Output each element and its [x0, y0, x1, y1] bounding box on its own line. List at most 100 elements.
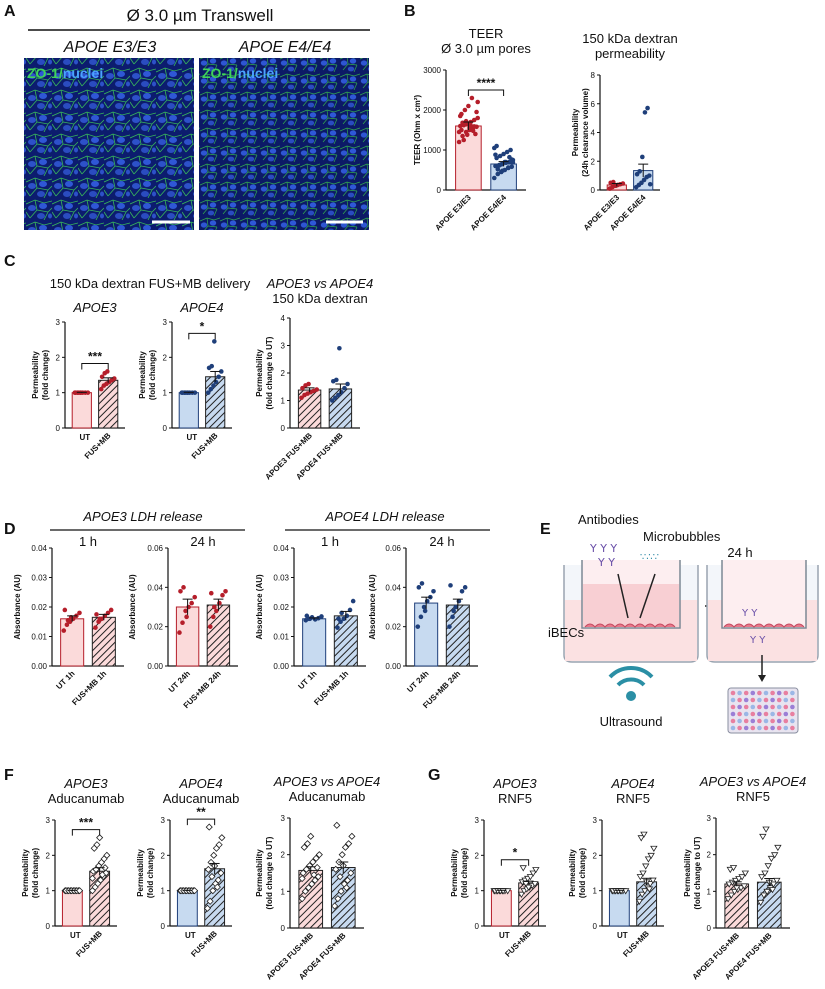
- plate-well: [770, 705, 775, 710]
- y-tick-label: 2: [281, 851, 286, 860]
- antibodies-label: Antibodies: [578, 512, 639, 527]
- data-point: [420, 581, 425, 586]
- data-point: [209, 364, 214, 369]
- data-point: [208, 624, 213, 629]
- significance-label: ****: [477, 76, 496, 90]
- chart-title: TEER: [469, 26, 504, 41]
- data-point: [760, 834, 766, 839]
- data-point: [61, 628, 66, 633]
- bar: [491, 891, 511, 926]
- data-point: [212, 339, 217, 344]
- plate-well: [737, 698, 742, 703]
- time-label: 24 h: [727, 545, 752, 560]
- panel-label-g: G: [428, 767, 440, 784]
- y-axis-label: Absorbance (AU): [128, 574, 137, 640]
- y-tick-label: 1: [161, 887, 166, 896]
- y-tick-label: 3: [707, 814, 712, 823]
- significance-bracket: [468, 90, 503, 96]
- y-axis-label: Permeability: [255, 349, 264, 397]
- y-tick-label: 3: [161, 816, 166, 825]
- data-point: [345, 382, 350, 387]
- chart-c2: 0123Permeability (fold change)UTFUS+MB*AP…: [138, 300, 232, 461]
- y-tick-label: 0.06: [385, 544, 401, 553]
- plate-well: [764, 698, 769, 703]
- data-point: [494, 144, 499, 149]
- data-point: [447, 624, 452, 629]
- data-point: [186, 605, 191, 610]
- chart-title: APOE3: [492, 776, 537, 791]
- data-point: [511, 160, 516, 165]
- plate-well: [751, 726, 756, 731]
- data-point: [463, 108, 468, 113]
- plate-well: [764, 712, 769, 717]
- data-point: [508, 148, 513, 153]
- y-tick-label: 1: [707, 887, 712, 896]
- y-tick-label: 2000: [423, 106, 441, 115]
- plate-well: [777, 691, 782, 696]
- plate-well: [757, 705, 762, 710]
- plate-well: [790, 719, 795, 724]
- data-point: [184, 615, 189, 620]
- data-point: [651, 846, 657, 851]
- data-point: [457, 140, 462, 145]
- data-point: [775, 845, 781, 850]
- plate-well: [751, 719, 756, 724]
- significance-bracket: [501, 860, 528, 866]
- data-point: [497, 163, 502, 168]
- plate-well: [744, 698, 749, 703]
- plate-well: [757, 719, 762, 724]
- data-point: [337, 346, 342, 351]
- plate-well: [731, 698, 736, 703]
- chart-subtitle: RNF5: [736, 789, 770, 804]
- y-tick-label: 0.04: [147, 583, 163, 592]
- data-point: [219, 835, 225, 841]
- data-point: [763, 827, 769, 832]
- micrograph-e4: [199, 58, 369, 230]
- y-tick-label: 3: [593, 816, 598, 825]
- data-point: [223, 589, 228, 594]
- data-point: [216, 374, 221, 379]
- data-point: [181, 585, 186, 590]
- y-tick-label: 1: [281, 397, 286, 406]
- plate-well: [784, 691, 789, 696]
- data-point: [189, 601, 194, 606]
- plate-well: [790, 691, 795, 696]
- plate-well: [770, 712, 775, 717]
- y-tick-label: 3: [46, 816, 51, 825]
- data-point: [475, 116, 480, 121]
- y-tick-label: 3: [281, 342, 286, 351]
- y-tick-label: 3000: [423, 66, 441, 75]
- bar: [61, 619, 84, 666]
- y-axis-label: Permeability: [136, 849, 145, 897]
- chart-subtitle: Aducanumab: [289, 789, 366, 804]
- data-point: [308, 617, 313, 622]
- data-point: [492, 176, 497, 181]
- y-tick-label: 0.00: [385, 662, 401, 671]
- data-point: [461, 138, 466, 143]
- y-tick-label: 0: [591, 186, 596, 195]
- data-point: [458, 114, 463, 119]
- plate-well: [764, 705, 769, 710]
- data-point: [506, 165, 511, 170]
- panel-d-e4-header: APOE4 LDH release: [324, 509, 444, 524]
- chart-g3: 0123Permeability (fold change to UT)APOE3…: [683, 774, 806, 982]
- plate-well: [751, 698, 756, 703]
- panel-label-e: E: [540, 521, 551, 538]
- plate-well: [784, 698, 789, 703]
- apoe-e4-label: APOE E4/E4: [238, 39, 332, 56]
- plate-well: [784, 719, 789, 724]
- data-point: [211, 615, 216, 620]
- x-tick-label: APOE E4/E4: [469, 193, 509, 233]
- data-point: [472, 124, 477, 129]
- x-tick-label: UT: [70, 931, 81, 940]
- y-axis-label: (fold change): [148, 350, 157, 401]
- bar: [303, 619, 326, 666]
- plate-well: [731, 726, 736, 731]
- significance-bracket: [187, 819, 214, 825]
- significance-bracket: [72, 830, 99, 836]
- chart-subtitle: permeability: [595, 46, 666, 61]
- y-tick-label: 1: [56, 389, 61, 398]
- data-point: [463, 585, 468, 590]
- y-tick-label: 0: [161, 922, 166, 931]
- x-tick-label: UT 24h: [405, 669, 430, 694]
